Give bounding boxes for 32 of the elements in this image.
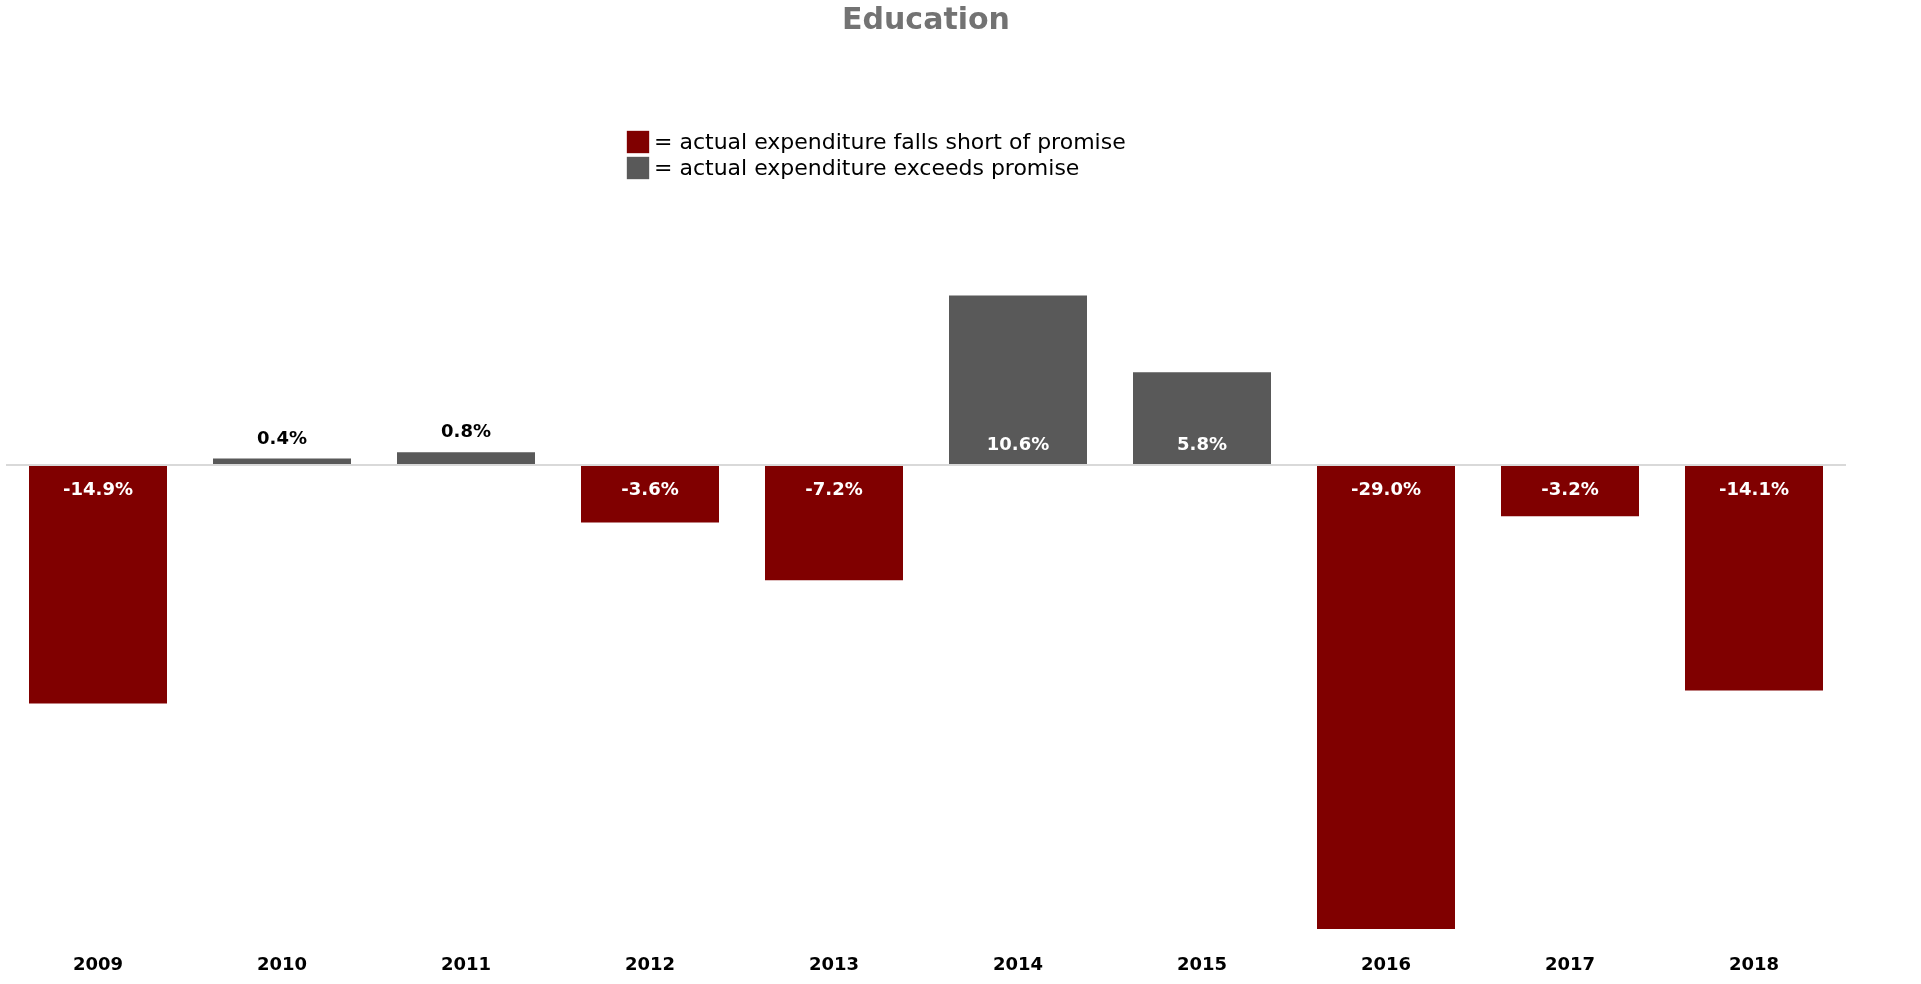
data-label: -14.9% — [63, 478, 133, 499]
bar — [397, 452, 535, 465]
bar — [949, 295, 1087, 465]
x-tick-label: 2011 — [440, 952, 492, 974]
x-tick-label: 2013 — [808, 952, 860, 974]
bar — [29, 465, 167, 704]
data-label: -7.2% — [805, 478, 863, 499]
chart-title: Education — [842, 1, 1010, 36]
x-tick-label: 2009 — [72, 952, 124, 974]
bar — [1317, 465, 1455, 929]
x-tick-label: 2016 — [1360, 952, 1412, 974]
x-tick-label: 2012 — [624, 952, 676, 974]
data-label: -29.0% — [1351, 478, 1421, 499]
data-label: 5.8% — [1177, 433, 1227, 454]
data-label: 10.6% — [986, 433, 1050, 454]
bar — [1133, 372, 1271, 465]
bar — [581, 465, 719, 523]
x-tick-label: 2017 — [1544, 952, 1596, 974]
legend-label: = actual expenditure falls short of promise — [654, 129, 1126, 154]
x-tick-label: 2015 — [1176, 952, 1228, 974]
x-tick-label: 2014 — [992, 952, 1044, 974]
legend-label: = actual expenditure exceeds promise — [654, 155, 1080, 180]
bar — [765, 465, 903, 581]
x-tick-label: 2018 — [1728, 952, 1780, 974]
bar — [1501, 465, 1639, 517]
bar — [1685, 465, 1823, 691]
data-label: -3.6% — [621, 478, 679, 499]
data-label: 0.8% — [441, 420, 491, 442]
data-label: 0.4% — [257, 426, 307, 448]
x-tick-label: 2010 — [256, 952, 308, 974]
data-label: -14.1% — [1719, 478, 1789, 499]
data-label: -3.2% — [1541, 478, 1599, 499]
